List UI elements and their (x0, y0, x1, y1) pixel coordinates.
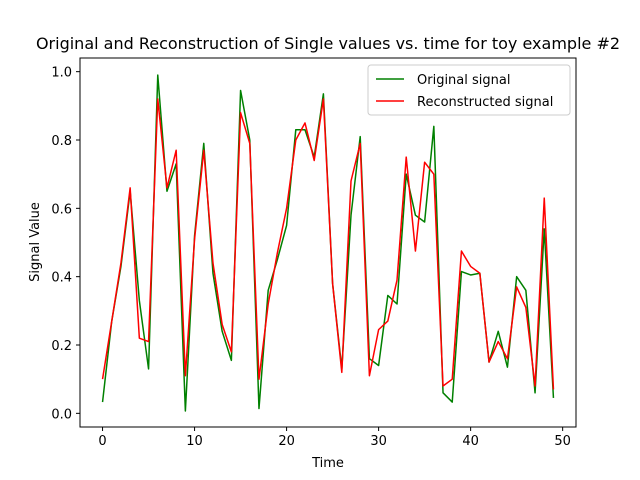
plot-area (101, 74, 555, 412)
plot-frame (79, 57, 577, 428)
legend-entry: Original signal (417, 73, 510, 88)
chart-title: Original and Reconstruction of Single va… (36, 34, 620, 53)
y-tick-label: 0.4 (51, 271, 72, 286)
legend-entry: Reconstructed signal (417, 95, 553, 110)
x-axis: 0 10 20 30 40 50 (98, 427, 571, 449)
y-tick-label: 1.0 (51, 66, 72, 81)
legend-box (367, 64, 571, 116)
y-axis-label: Signal Value (28, 202, 43, 282)
x-tick-label: 30 (370, 434, 387, 449)
x-axis-label: Time (311, 456, 344, 471)
x-tick-label: 10 (186, 434, 203, 449)
series-line-reconstructed (101, 98, 555, 390)
y-axis: 0.0 0.2 0.4 0.6 0.8 1.0 (51, 66, 80, 422)
x-tick-label: 0 (98, 434, 106, 449)
legend: Original signal Reconstructed signal (367, 64, 571, 116)
y-tick-label: 0.6 (51, 202, 72, 217)
x-tick-label: 20 (278, 434, 295, 449)
series-line-original (101, 74, 555, 412)
x-tick-label: 50 (554, 434, 571, 449)
y-tick-label: 0.2 (51, 339, 72, 354)
y-tick-label: 0.0 (51, 407, 72, 422)
y-tick-label: 0.8 (51, 134, 72, 149)
x-tick-label: 40 (462, 434, 479, 449)
